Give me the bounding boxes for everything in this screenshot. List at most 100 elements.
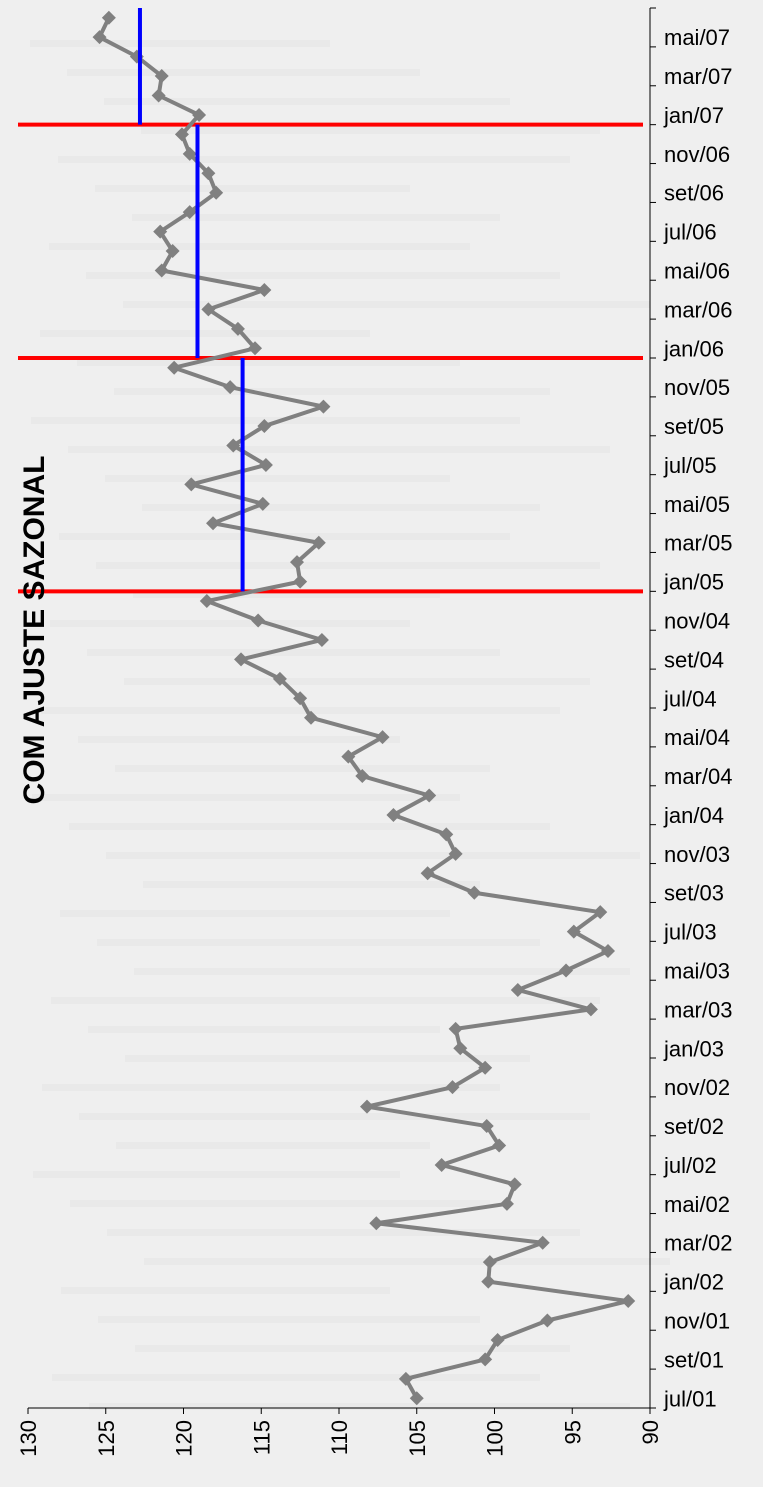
texture-stripe bbox=[60, 910, 450, 917]
data-point bbox=[101, 10, 116, 25]
texture-stripe bbox=[49, 243, 470, 250]
texture-stripe bbox=[114, 388, 550, 395]
data-point bbox=[359, 1099, 374, 1114]
data-point bbox=[201, 166, 216, 181]
value-tick-label: 90 bbox=[638, 1420, 663, 1444]
texture-stripe bbox=[105, 475, 450, 482]
texture-stripe bbox=[96, 562, 600, 569]
data-point bbox=[621, 1294, 636, 1309]
data-point bbox=[182, 205, 197, 220]
texture-stripe bbox=[144, 1258, 670, 1265]
data-point bbox=[420, 866, 435, 881]
texture-stripe bbox=[106, 852, 640, 859]
data-point bbox=[510, 982, 525, 997]
category-tick-label: set/06 bbox=[664, 181, 724, 206]
data-point bbox=[165, 244, 180, 259]
data-point bbox=[481, 1274, 496, 1289]
data-point bbox=[398, 1371, 413, 1386]
category-tick-label: jan/07 bbox=[663, 103, 724, 128]
data-point bbox=[369, 1216, 384, 1231]
data-point bbox=[492, 1138, 507, 1153]
data-point bbox=[293, 574, 308, 589]
texture-stripe bbox=[86, 272, 560, 279]
data-point bbox=[257, 282, 272, 297]
texture-stripe bbox=[30, 40, 330, 47]
category-tick-label: nov/04 bbox=[664, 609, 730, 634]
value-tick-label: 115 bbox=[249, 1420, 274, 1455]
texture-stripe bbox=[87, 649, 500, 656]
data-point bbox=[304, 710, 319, 725]
texture-stripe bbox=[51, 997, 600, 1004]
data-point bbox=[478, 1352, 493, 1367]
category-tick-label: set/05 bbox=[664, 414, 724, 439]
data-point bbox=[439, 827, 454, 842]
texture-stripe bbox=[77, 359, 460, 366]
data-point bbox=[293, 691, 308, 706]
data-point bbox=[255, 496, 270, 511]
data-point bbox=[422, 788, 437, 803]
data-point bbox=[482, 1255, 497, 1270]
data-point bbox=[182, 146, 197, 161]
series-layer bbox=[92, 10, 636, 1406]
data-point bbox=[316, 399, 331, 414]
category-tick-label: mai/07 bbox=[664, 25, 730, 50]
texture-stripe bbox=[33, 1171, 400, 1178]
data-point bbox=[341, 749, 356, 764]
texture-stripe bbox=[70, 1200, 490, 1207]
category-tick-label: jul/03 bbox=[663, 920, 717, 945]
category-tick-label: jan/03 bbox=[663, 1036, 724, 1061]
axes: mai/07 mar/07 jan/07 nov/06 set/06 jul/06 mai/… bbox=[16, 7, 732, 1457]
texture-stripe bbox=[50, 620, 410, 627]
category-tick-label: jan/04 bbox=[663, 803, 724, 828]
data-point bbox=[559, 963, 574, 978]
value-tick-label: 95 bbox=[560, 1420, 585, 1444]
texture-stripe bbox=[95, 185, 410, 192]
category-tick-label: mai/06 bbox=[664, 259, 730, 284]
data-point bbox=[154, 263, 169, 278]
data-point bbox=[184, 477, 199, 492]
value-tick-label: 130 bbox=[16, 1420, 41, 1457]
data-point bbox=[479, 1119, 494, 1134]
texture-stripe bbox=[58, 156, 570, 163]
texture-stripe bbox=[32, 794, 460, 801]
data-point bbox=[386, 807, 401, 822]
data-point bbox=[409, 1391, 424, 1406]
texture-stripe bbox=[42, 1084, 500, 1091]
texture-stripe bbox=[88, 1026, 440, 1033]
chart-title: COM AJUSTE SAZONAL bbox=[18, 456, 51, 805]
category-tick-label: mai/04 bbox=[664, 725, 730, 750]
category-tick-label: nov/05 bbox=[664, 375, 730, 400]
data-point bbox=[199, 594, 214, 609]
data-point bbox=[201, 302, 216, 317]
data-point bbox=[593, 905, 608, 920]
texture-stripe bbox=[107, 1229, 580, 1236]
data-point bbox=[540, 1313, 555, 1328]
texture-stripe bbox=[125, 1055, 530, 1062]
value-tick-label: 100 bbox=[483, 1420, 508, 1457]
texture-stripe bbox=[132, 214, 500, 221]
category-tick-label: mar/05 bbox=[664, 531, 732, 556]
data-point bbox=[226, 438, 241, 453]
data-point bbox=[448, 1021, 463, 1036]
category-tick-label: nov/01 bbox=[664, 1309, 730, 1334]
category-tick-label: mar/02 bbox=[664, 1231, 732, 1256]
category-tick-label: jan/06 bbox=[663, 336, 724, 361]
data-point bbox=[311, 535, 326, 550]
category-tick-label: nov/02 bbox=[664, 1075, 730, 1100]
texture-stripe bbox=[143, 881, 480, 888]
data-point bbox=[257, 419, 272, 434]
data-point bbox=[355, 769, 370, 784]
texture-stripe bbox=[97, 939, 540, 946]
data-point bbox=[583, 1002, 598, 1017]
texture-stripe bbox=[142, 504, 540, 511]
texture-stripe bbox=[68, 446, 610, 453]
data-point bbox=[154, 69, 169, 84]
data-point bbox=[601, 944, 616, 959]
category-tick-label: jan/02 bbox=[663, 1270, 724, 1295]
category-tick-label: mar/03 bbox=[664, 997, 732, 1022]
category-tick-label: set/03 bbox=[664, 881, 724, 906]
data-point bbox=[251, 613, 266, 628]
data-point bbox=[248, 341, 263, 356]
data-point bbox=[490, 1332, 505, 1347]
